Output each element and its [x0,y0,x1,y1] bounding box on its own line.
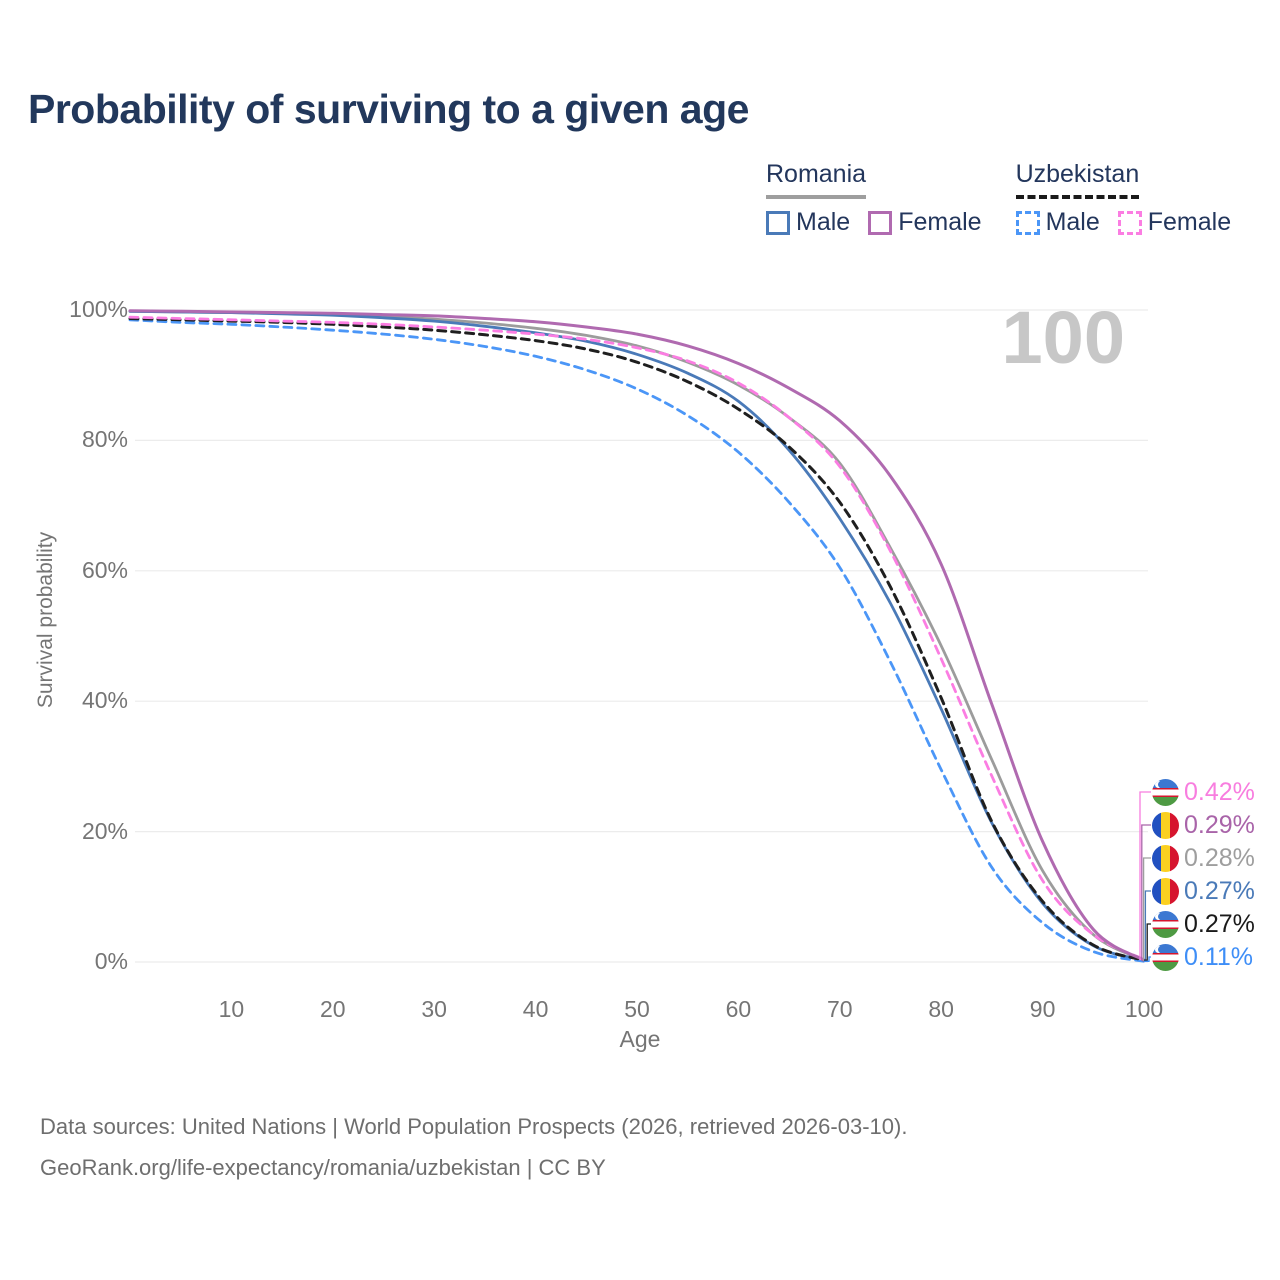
x-axis-tick-label: 30 [421,996,447,1022]
curve-romania-female [128,309,1146,962]
legend-items-romania: Male Female [766,208,982,237]
legend-item-romania-female[interactable]: Female [868,208,982,237]
curve-uzbekistan-male [128,318,1146,963]
footer-source-line: Data sources: United Nations | World Pop… [40,1114,908,1139]
series-end-label: 0.29% [1152,811,1255,840]
x-axis-tick-label: 50 [624,996,650,1022]
chart-footer: Data sources: United Nations | World Pop… [40,1106,907,1188]
legend-label-uzbekistan-female: Female [1147,208,1232,236]
x-axis-tick-label: 80 [928,996,954,1022]
label-connector-line [1144,956,1151,962]
y-axis-tick-label: 20% [81,817,128,844]
end-label-value: 0.29% [1184,811,1255,839]
x-axis-tick-label: 40 [522,996,549,1022]
legend-item-uzbekistan-female[interactable]: Female [1117,208,1232,237]
romania-flag-icon [1152,878,1179,905]
hover-age-watermark: 100 [1001,296,1125,379]
chart-legend: Romania Male Female Uzbekistan Male [766,160,1231,237]
x-axis-tick-label: 100 [1124,996,1164,1022]
page-title: Probability of surviving to a given age [28,86,749,132]
curve-romania-both-sexes [128,309,1146,962]
series-end-label: 0.27% [1152,877,1255,906]
uzbekistan-flag-icon [1152,944,1179,971]
y-axis-tick-label: 80% [81,426,128,453]
legend-swatch-uzbekistan-female-icon [1117,210,1142,235]
end-label-value: 0.27% [1184,877,1255,905]
end-label-value: 0.11% [1184,943,1254,971]
legend-label-uzbekistan-male: Male [1045,208,1100,236]
x-axis-tick-label: 90 [1029,996,1056,1022]
x-axis-tick-label: 70 [827,996,853,1022]
curve-romania-male [128,309,1146,962]
y-axis-tick-label: 60% [81,556,128,583]
x-axis-title: Age [619,1026,661,1052]
legend-group-title-romania[interactable]: Romania [766,160,867,199]
series-end-label: 0.11% [1152,943,1253,972]
label-connector-line [1144,923,1151,961]
footer-link-line: GeoRank.org/life-expectancy/romania/uzbe… [40,1155,606,1180]
series-end-label: 0.27% [1152,910,1255,939]
curve-uzbekistan-female [128,315,1146,961]
legend-swatch-romania-female-icon [868,210,893,235]
label-connector-line [1141,824,1151,961]
end-label-value: 0.28% [1184,844,1255,872]
legend-items-uzbekistan: Male Female [1015,208,1232,237]
label-connector-line [1142,857,1151,961]
romania-flag-icon [1152,845,1179,872]
legend-group-romania: Romania Male Female [766,160,982,237]
y-axis-tick-label: 100% [69,296,128,322]
x-axis-tick-label: 20 [320,996,346,1022]
legend-swatch-uzbekistan-male-icon [1015,210,1040,235]
legend-label-romania-female: Female [898,208,982,236]
uzbekistan-flag-icon [1152,779,1179,806]
end-label-value: 0.27% [1184,910,1255,938]
y-axis-tick-label: 0% [94,948,128,974]
legend-label-romania-male: Male [796,208,851,236]
legend-swatch-romania-male-icon [766,210,790,235]
x-axis-tick-label: 10 [218,996,245,1022]
end-label-value: 0.42% [1184,778,1255,806]
y-axis-tick-label: 40% [81,687,128,714]
y-axis-title: Survival probability [34,531,57,709]
series-end-label: 0.28% [1152,844,1255,873]
legend-group-title-uzbekistan[interactable]: Uzbekistan [1015,160,1140,199]
legend-group-uzbekistan: Uzbekistan Male Female [1015,160,1232,237]
series-end-label: 0.42% [1152,778,1255,807]
legend-item-romania-male[interactable]: Male [766,208,850,237]
romania-flag-icon [1152,812,1179,839]
legend-item-uzbekistan-male[interactable]: Male [1015,208,1100,237]
uzbekistan-flag-icon [1152,911,1179,938]
x-axis-tick-label: 60 [725,996,752,1022]
curve-uzbekistan-both-sexes [128,317,1146,962]
